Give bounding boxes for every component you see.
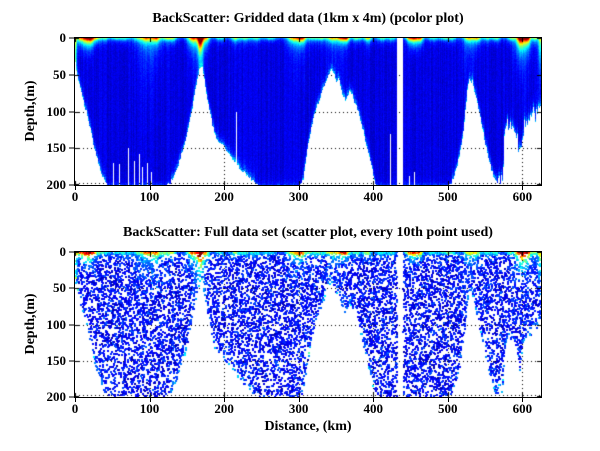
y-tick-label: 100: [46, 316, 67, 332]
bottom-plot-canvas: [75, 252, 541, 397]
y-tick-mark: [69, 360, 74, 362]
x-tick-label: 100: [139, 401, 160, 416]
x-tick-mark: [224, 398, 226, 402]
x-tick-mark: [298, 186, 300, 190]
x-tick-label: 0: [71, 401, 79, 416]
x-tick-mark: [298, 398, 300, 402]
y-tick-label: 100: [46, 103, 67, 119]
x-tick-mark: [522, 398, 524, 402]
x-tick-label: 300: [288, 401, 309, 416]
x-tick-mark: [149, 398, 151, 402]
bottom-plot-ytick-labels: 0 50 100 150 200: [0, 245, 74, 404]
x-tick-label: 200: [214, 189, 234, 204]
y-tick-mark: [69, 74, 74, 76]
y-tick-label: 50: [53, 66, 66, 82]
x-tick-label: 600: [512, 189, 533, 204]
x-tick-label: 500: [438, 189, 458, 204]
y-tick-mark: [69, 184, 74, 186]
y-tick-label: 200: [46, 177, 67, 192]
bottom-plot-area: [74, 251, 542, 398]
x-tick-mark: [522, 186, 524, 190]
y-tick-mark: [69, 37, 74, 39]
x-tick-mark: [373, 398, 375, 402]
y-tick-mark: [69, 287, 74, 289]
y-tick-label: 200: [46, 389, 67, 404]
x-tick-label: 500: [438, 401, 458, 416]
x-tick-mark: [149, 186, 151, 190]
bottom-plot-xlabel: Distance, (km): [264, 419, 352, 434]
y-tick-mark: [69, 251, 74, 253]
x-tick-label: 600: [512, 401, 533, 416]
x-tick-mark: [373, 186, 375, 190]
y-tick-mark: [69, 324, 74, 325]
x-tick-mark: [447, 398, 449, 402]
x-tick-label: 0: [71, 189, 79, 204]
x-tick-mark: [75, 186, 76, 190]
x-tick-mark: [447, 186, 449, 190]
x-tick-label: 100: [139, 189, 160, 204]
top-plot-ytick-labels: 0 50 100 150 200: [0, 31, 74, 192]
y-tick-label: 150: [46, 352, 67, 368]
y-tick-mark: [69, 111, 74, 112]
y-tick-label: 0: [59, 30, 67, 45]
top-plot-canvas: [75, 38, 541, 185]
x-tick-label: 300: [288, 189, 309, 204]
bottom-plot-title: BackScatter: Full data set (scatter plot…: [123, 225, 493, 240]
x-tick-label: 400: [363, 189, 383, 204]
y-tick-label: 150: [46, 140, 67, 156]
top-plot-area: [74, 37, 542, 186]
y-tick-mark: [69, 147, 74, 149]
x-tick-mark: [224, 186, 226, 190]
x-tick-mark: [75, 398, 76, 402]
y-tick-mark: [69, 396, 74, 398]
top-plot-title: BackScatter: Gridded data (1km x 4m) (pc…: [152, 11, 464, 26]
y-tick-label: 0: [59, 244, 67, 259]
bottom-plot-xtick-labels: 0 100 200 300 400 500 600: [71, 398, 541, 418]
y-tick-label: 50: [53, 280, 66, 296]
top-plot-xtick-labels: 0 100 200 300 400 500 600: [71, 186, 541, 206]
x-tick-label: 200: [214, 401, 234, 416]
x-tick-label: 400: [363, 401, 383, 416]
